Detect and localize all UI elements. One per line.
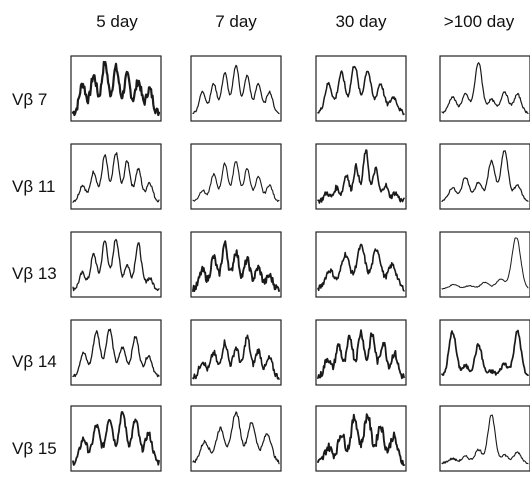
spectratype-trace — [71, 60, 161, 117]
spectratype-trace — [72, 152, 160, 203]
panel-frame — [70, 319, 162, 386]
spectratype-trace — [441, 329, 529, 377]
panel-vb11-100-day — [439, 143, 530, 210]
spectratype-trace — [441, 62, 529, 114]
panel-frame — [70, 231, 162, 298]
spectratype-trace — [441, 414, 529, 465]
panel-frame — [190, 231, 282, 298]
panel-frame — [439, 231, 530, 298]
spectratype-trace — [192, 240, 280, 292]
panel-frame — [315, 55, 407, 122]
panel-vb14-5-day — [70, 319, 162, 386]
panel-vb14-30-day — [315, 319, 407, 386]
column-header-7-day: 7 day — [215, 12, 257, 31]
column-header-30-day: 30 day — [335, 12, 387, 31]
panel-vb13-7-day — [190, 231, 282, 298]
panel-vb13-100-day — [439, 231, 530, 298]
panel-frame — [439, 405, 530, 472]
row-label-vb13: Vβ 13 — [12, 264, 57, 283]
panel-vb15-30-day — [315, 405, 407, 472]
spectratype-trace — [317, 65, 405, 116]
panel-vb13-30-day — [315, 231, 407, 298]
spectratype-trace — [441, 150, 529, 203]
panel-frame — [190, 405, 282, 472]
row-label-vb7: Vβ 7 — [12, 90, 48, 109]
panel-frame — [439, 55, 530, 122]
panel-vb14-7-day — [190, 319, 282, 386]
spectratype-trace — [72, 238, 160, 292]
panel-vb7-5-day — [70, 55, 162, 122]
panel-vb7-100-day — [439, 55, 530, 122]
row-label-vb15: Vβ 15 — [12, 439, 57, 458]
spectratype-trace — [317, 149, 405, 204]
spectratype-trace — [317, 243, 405, 292]
column-header-5-day: 5 day — [96, 12, 138, 31]
panel-frame — [439, 319, 530, 386]
panel-vb11-7-day — [190, 143, 282, 210]
row-label-vb11: Vβ 11 — [12, 177, 56, 196]
column-header-100-day: >100 day — [443, 12, 515, 31]
panel-vb7-7-day — [190, 55, 282, 122]
spectratype-trace — [317, 329, 405, 380]
panel-vb14-100-day — [439, 319, 530, 386]
panel-vb15-7-day — [190, 405, 282, 472]
panel-frame — [315, 143, 407, 210]
spectratype-trace — [317, 413, 405, 466]
panel-vb11-5-day — [70, 143, 162, 210]
spectratype-trace — [192, 161, 280, 202]
panel-vb11-30-day — [315, 143, 407, 210]
row-label-vb14: Vβ 14 — [12, 352, 57, 371]
panel-vb7-30-day — [315, 55, 407, 122]
panel-frame — [439, 143, 530, 210]
spectratype-trace — [72, 328, 160, 378]
panel-frame — [190, 319, 282, 386]
panel-vb13-5-day — [70, 231, 162, 298]
spectratype-trace — [441, 237, 529, 290]
panel-vb15-100-day — [439, 405, 530, 472]
spectratype-trace — [192, 411, 280, 465]
panel-vb15-5-day — [70, 405, 162, 472]
panel-frame — [190, 55, 282, 122]
panel-frame — [190, 143, 282, 210]
spectratype-trace — [72, 411, 160, 466]
spectratype-trace — [192, 334, 280, 380]
spectratype-trace — [192, 64, 280, 115]
